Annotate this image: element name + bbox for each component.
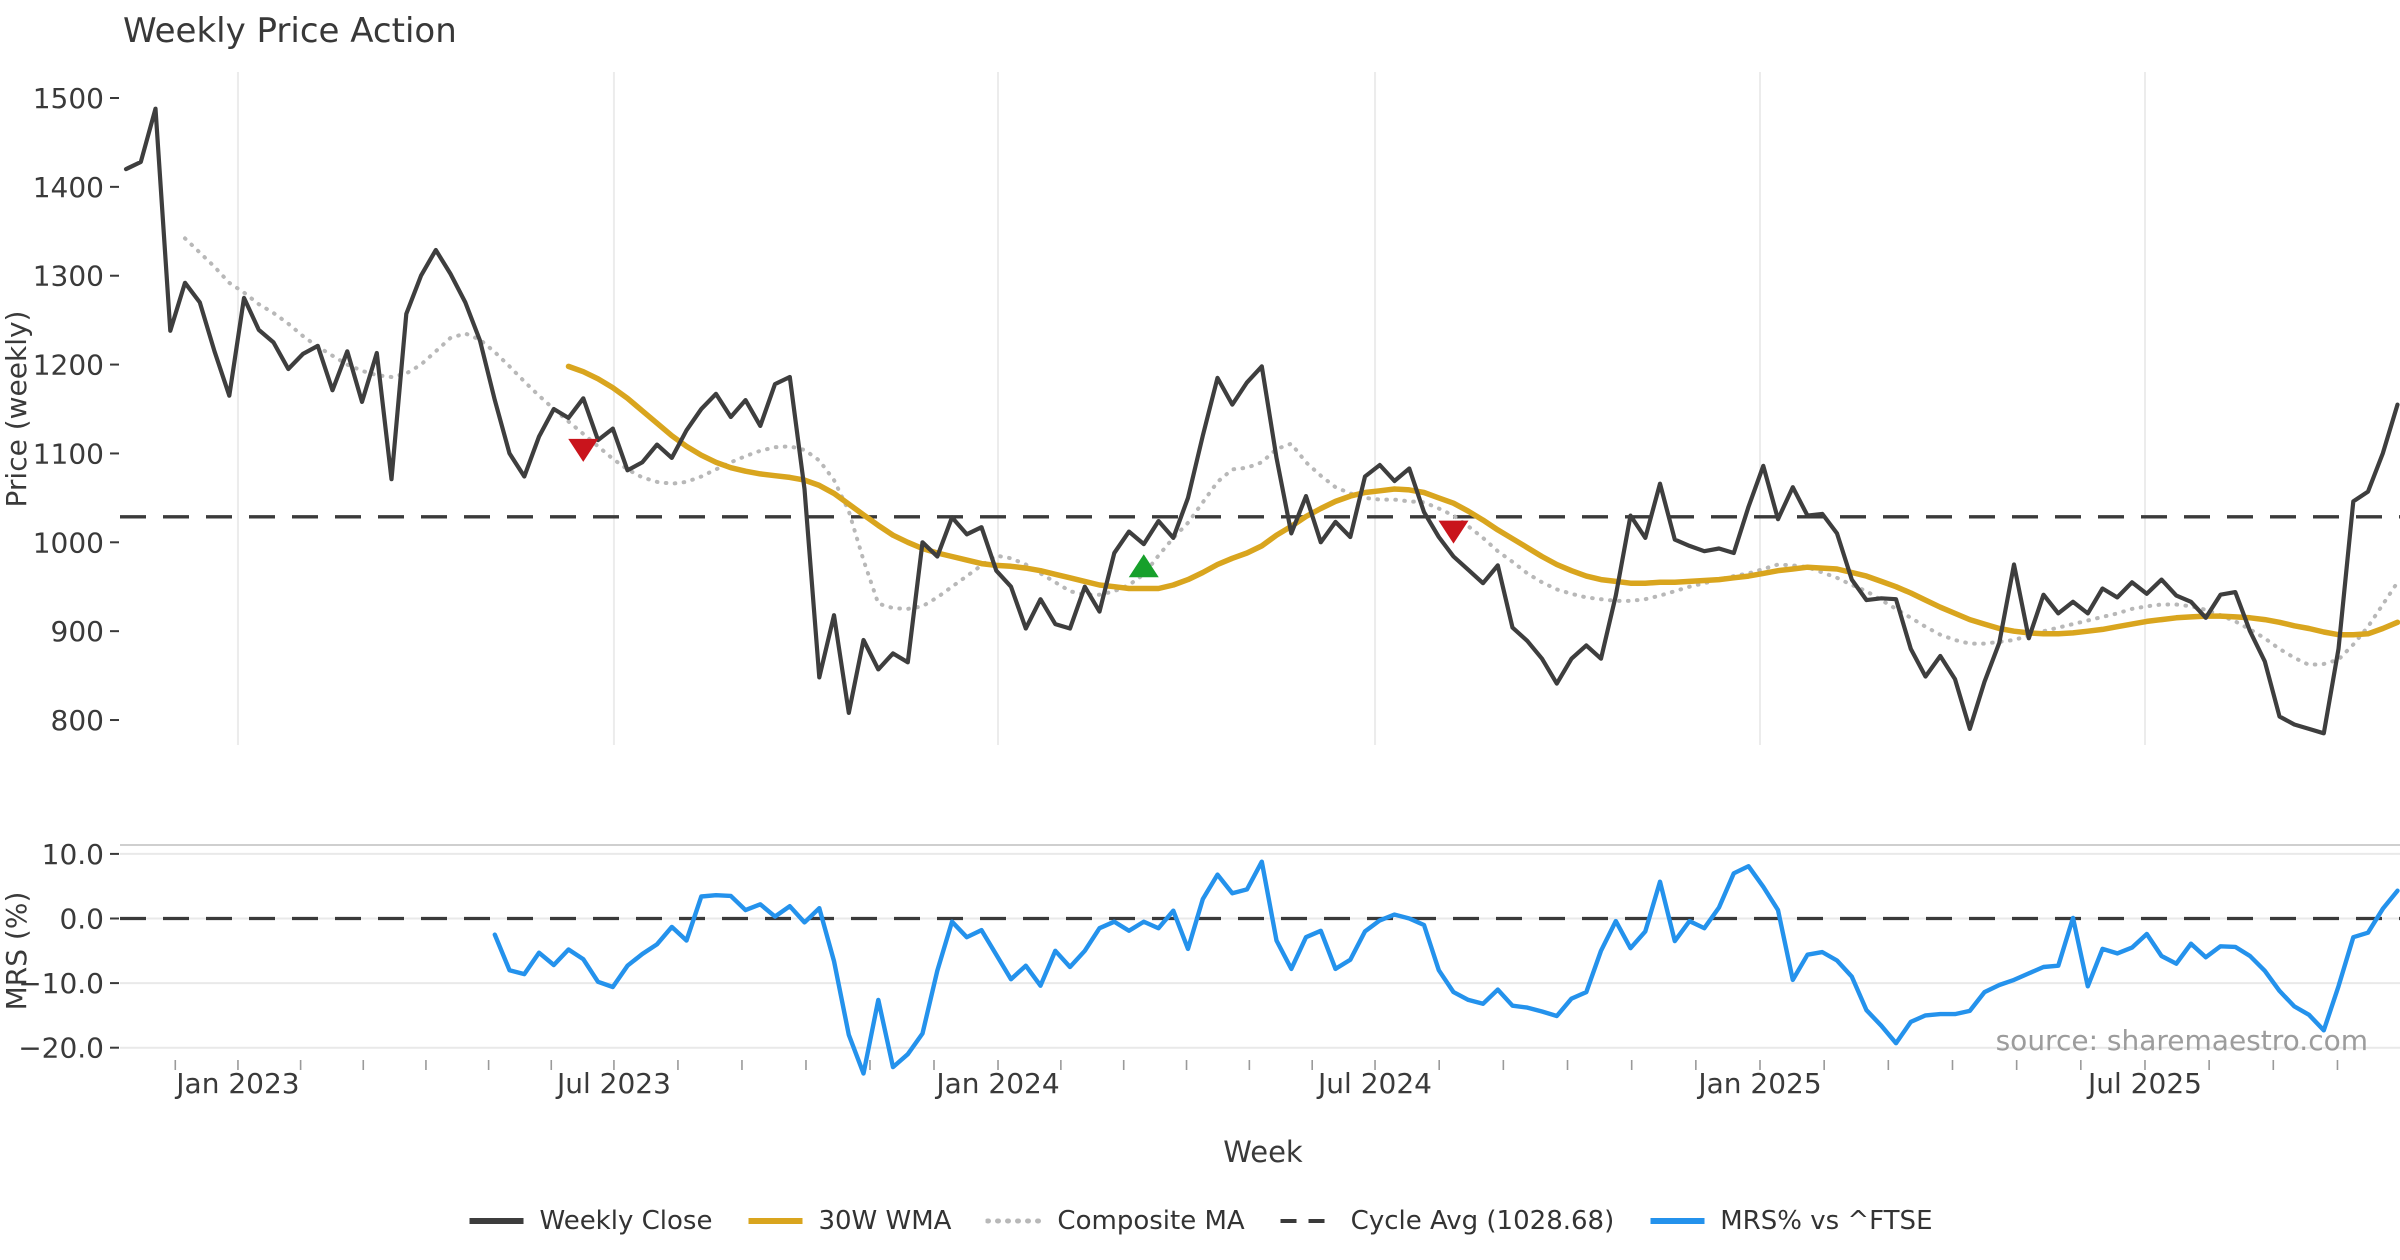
legend-swatch-icon: [469, 1218, 524, 1224]
composite-ma-line: [183, 236, 2400, 667]
legend-item-composite-ma: Composite MA: [985, 1206, 1245, 1236]
legend-label: Composite MA: [1057, 1206, 1245, 1236]
legend-label: Cycle Avg (1028.68): [1350, 1206, 1615, 1236]
legend-swatch-icon: [748, 1218, 803, 1224]
y-axis-title-mrs: MRS (%): [0, 892, 33, 1011]
legend-swatch-icon: [1650, 1218, 1705, 1224]
mrs-tick-label: −10.0: [18, 967, 104, 1000]
legend-swatch-icon: [985, 1218, 1044, 1224]
gridlines: [120, 72, 2400, 1049]
x-axis-title: Week: [1223, 1135, 1303, 1169]
price-tick-label: 1400: [33, 171, 104, 204]
wma-30w-line: [565, 363, 2400, 638]
legend-swatch-icon: [1280, 1219, 1335, 1223]
y-axis-title-price: Price (weekly): [0, 311, 33, 508]
legend-item-weekly-close: Weekly Close: [468, 1206, 713, 1236]
sell-marker-icon: [568, 438, 599, 462]
legend-label: MRS% vs ^FTSE: [1720, 1206, 1933, 1236]
axes: 1500 1400 1300 1200 1100 1000 900 800 10.0 0.0 −10…: [18, 82, 2339, 1100]
weekly-close-line: [123, 106, 2400, 736]
x-tick-label: Jan 2025: [1696, 1067, 1821, 1100]
signal-markers: [568, 438, 1469, 578]
price-tick-label: 1200: [33, 349, 104, 382]
price-tick-label: 900: [51, 615, 104, 648]
x-tick-label: Jul 2025: [2086, 1067, 2202, 1100]
x-tick-label: Jan 2024: [934, 1067, 1059, 1100]
price-tick-label: 1000: [33, 526, 104, 559]
price-tick-label: 800: [51, 704, 104, 737]
legend-item-cycle-avg-1028-68: Cycle Avg (1028.68): [1279, 1206, 1615, 1236]
legend-label: Weekly Close: [539, 1206, 713, 1236]
mrs-tick-label: −20.0: [18, 1032, 104, 1065]
x-tick-label: Jan 2023: [174, 1067, 299, 1100]
chart-title: Weekly Price Action: [123, 11, 457, 51]
price-tick-label: 1500: [33, 82, 104, 115]
legend-label: 30W WMA: [818, 1206, 952, 1236]
sell-marker-icon: [1438, 520, 1469, 544]
mrs-tick-label: 10.0: [42, 838, 104, 871]
x-tick-label: Jul 2023: [555, 1067, 671, 1100]
price-tick-label: 1100: [33, 437, 104, 470]
buy-marker-icon: [1128, 554, 1159, 578]
mrs-tick-label: 0.0: [59, 903, 104, 936]
source-watermark: source: sharemaestro.com: [1996, 1024, 2368, 1057]
legend-item-mrs-vs-ftse: MRS% vs ^FTSE: [1648, 1206, 1932, 1236]
legend-item-30w-wma: 30W WMA: [746, 1206, 951, 1236]
x-tick-label: Jul 2024: [1316, 1067, 1432, 1100]
legend: Weekly Close 30W WMA Composite MA Cycle Avg…: [468, 1206, 1932, 1236]
mrs-line: [492, 859, 2400, 1076]
data-series: [120, 106, 2400, 1076]
price-tick-label: 1300: [33, 260, 104, 293]
